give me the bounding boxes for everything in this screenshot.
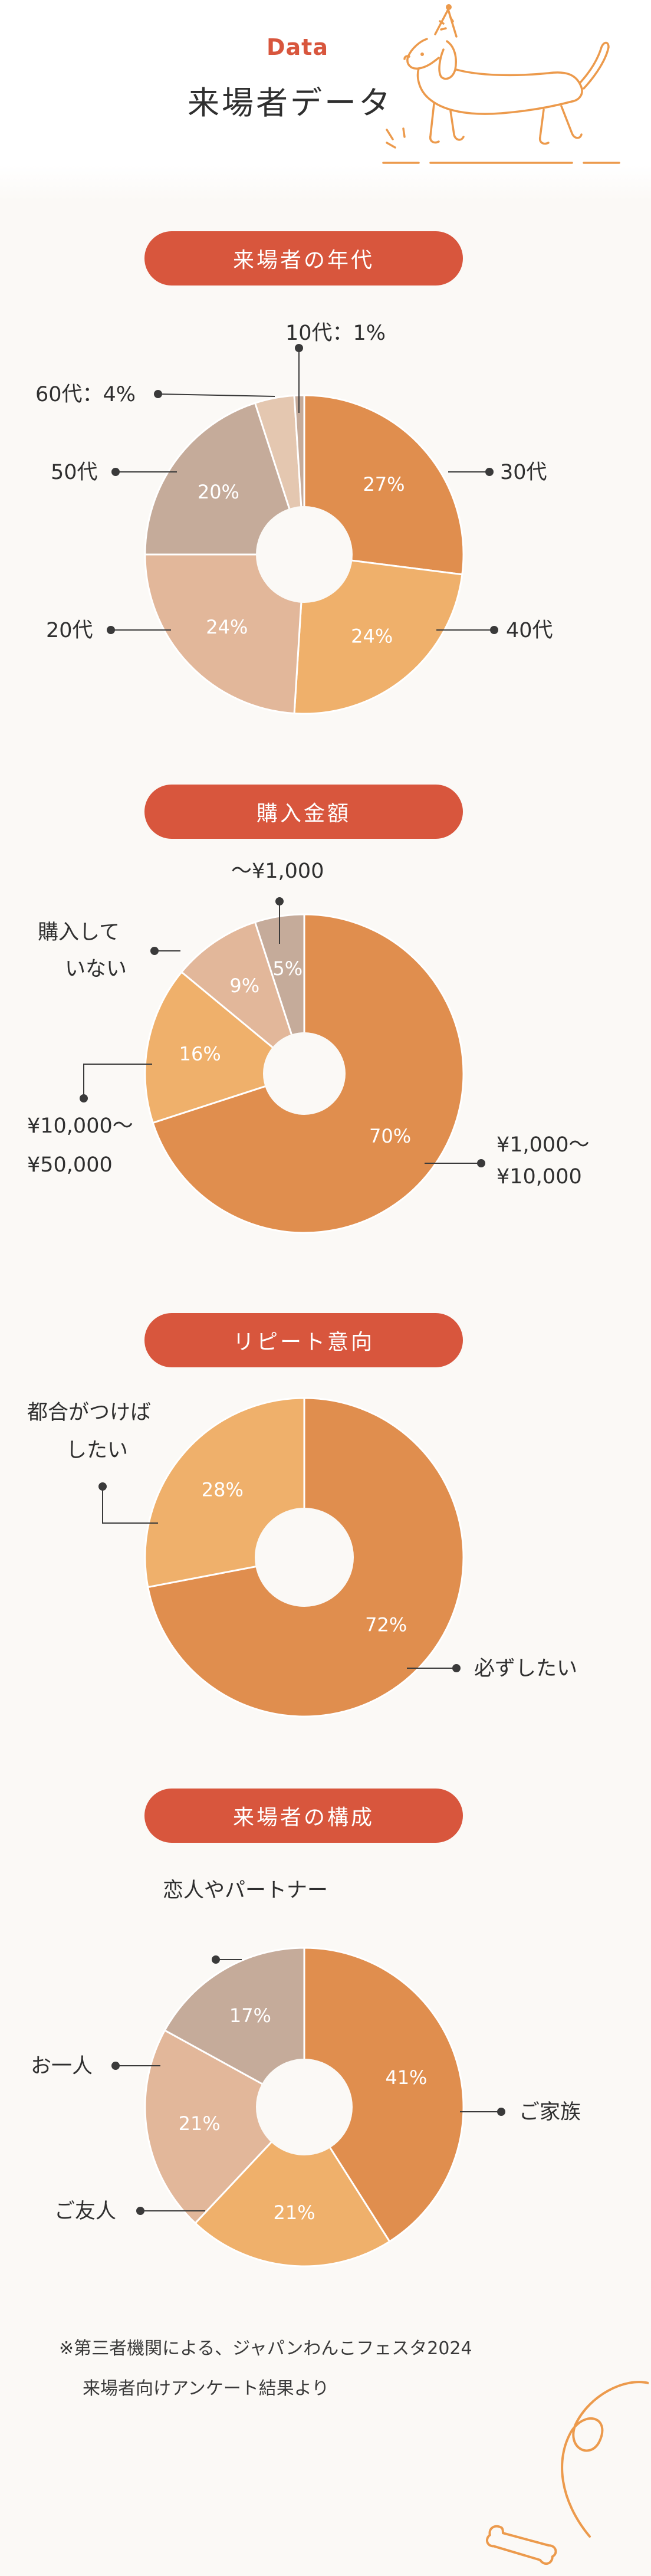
- footnote-line2: 来場者向けアンケート結果より: [83, 2378, 330, 2399]
- repeat-label-if-possible-line2: したい: [66, 1439, 128, 1462]
- age-label-20s: 20代: [46, 619, 93, 642]
- purchase-label-1k-10k-line2: ¥10,000: [497, 1165, 582, 1189]
- donut-hole: [256, 2059, 353, 2155]
- page-title: 来場者データ: [188, 84, 393, 122]
- section-title-age: 来場者の年代: [144, 231, 463, 286]
- purchase-donut-chart: 70% 16% 9% 5% ¥1,000〜 ¥10,000 ¥10,000〜 ¥50,…: [27, 859, 589, 1234]
- donut-hole: [256, 506, 353, 603]
- age-donut-chart: 27% 24% 24% 20% 30代 40代 20代 50代 60代：4% 10代：…: [35, 321, 553, 715]
- purchase-label-1k-10k-line1: ¥1,000〜: [497, 1133, 589, 1157]
- donut-pct-label-1: 24%: [351, 625, 393, 648]
- donut-hole: [263, 1032, 346, 1115]
- repeat-leaders: [98, 1482, 461, 1672]
- donut-hole: [255, 1508, 354, 1607]
- donut-pct-label-2: 9%: [229, 974, 259, 997]
- donut-slice-2: [144, 553, 305, 715]
- composition-label-partner: 恋人やパートナー: [163, 1879, 328, 1902]
- age-label-50s: 50代: [51, 461, 98, 484]
- purchase-label-10k-50k-line2: ¥50,000: [27, 1153, 113, 1177]
- donut-pct-label-1: 28%: [202, 1478, 244, 1501]
- donut-slice-3: [144, 402, 306, 556]
- donut-pct-label-3: 5%: [272, 957, 303, 980]
- donut-pct-label-3: 20%: [198, 481, 239, 503]
- footnote: ※第三者機関による、ジャパンわんこフェスタ2024 来場者向けアンケート結果より: [59, 2329, 590, 2409]
- composition-label-family: ご家族: [519, 2101, 581, 2124]
- donut-slice-3: [163, 1947, 305, 2109]
- age-label-10s: 10代：1%: [285, 321, 386, 345]
- donut-pct-label-1: 21%: [274, 2201, 315, 2224]
- section-title-purchase: 購入金額: [144, 785, 463, 839]
- data-label: Data: [267, 34, 328, 60]
- donut-slice-2: [144, 2029, 306, 2224]
- repeat-label-if-possible-line1: 都合がつけば: [27, 1401, 151, 1425]
- donut-slice-1: [293, 553, 463, 715]
- repeat-label-definitely: 必ずしたい: [474, 1657, 577, 1681]
- section-title-composition: 来場者の構成: [144, 1789, 463, 1843]
- donut-pct-label-0: 41%: [385, 2066, 427, 2089]
- purchase-label-none-line1: 購入して: [38, 921, 120, 944]
- page-header: Data 来場者データ: [0, 0, 651, 189]
- donut-slice-2: [180, 921, 307, 1077]
- donut-slice-1: [144, 970, 307, 1124]
- composition-donut-chart: 41% 21% 21% 17% ご家族 ご友人 お一人 恋人やパートナー: [31, 1879, 581, 2267]
- composition-donut-slices: 41% 21% 21% 17%: [144, 1947, 465, 2267]
- donut-pct-label-2: 24%: [206, 616, 248, 638]
- purchase-label-none-line2: いない: [65, 957, 127, 981]
- age-label-60s: 60代：4%: [35, 383, 136, 406]
- donut-pct-label-0: 72%: [365, 1614, 407, 1636]
- donut-pct-label-1: 16%: [179, 1042, 221, 1065]
- bone-ribbon-illustration: [486, 2381, 649, 2565]
- purchase-label-10k-50k-line1: ¥10,000〜: [27, 1114, 133, 1138]
- purchase-label-under-1k: 〜¥1,000: [231, 859, 324, 883]
- composition-label-alone: お一人: [31, 2055, 93, 2078]
- donut-pct-label-2: 21%: [179, 2112, 221, 2135]
- donut-slice-1: [194, 2105, 391, 2267]
- composition-leaders: [111, 1955, 505, 2215]
- repeat-donut-chart: 72% 28% 必ずしたい 都合がつけば したい: [27, 1397, 577, 1718]
- age-label-40s: 40代: [506, 619, 553, 642]
- donut-pct-label-0: 70%: [369, 1125, 411, 1147]
- age-leaders: [107, 344, 498, 634]
- age-label-30s: 30代: [500, 461, 547, 484]
- purchase-leaders: [80, 897, 485, 1167]
- age-donut-slices: 27% 24% 24% 20%: [144, 394, 465, 715]
- section-title-repeat: リピート意向: [144, 1313, 463, 1367]
- donut-pct-label-3: 17%: [229, 2004, 271, 2027]
- composition-label-friends: ご友人: [54, 2200, 116, 2223]
- donut-slice-0: [303, 1947, 465, 2243]
- footnote-line1: ※第三者機関による、ジャパンわんこフェスタ2024: [59, 2338, 472, 2359]
- dachshund-party-hat-illustration: [382, 4, 620, 164]
- donut-pct-label-0: 27%: [363, 473, 405, 495]
